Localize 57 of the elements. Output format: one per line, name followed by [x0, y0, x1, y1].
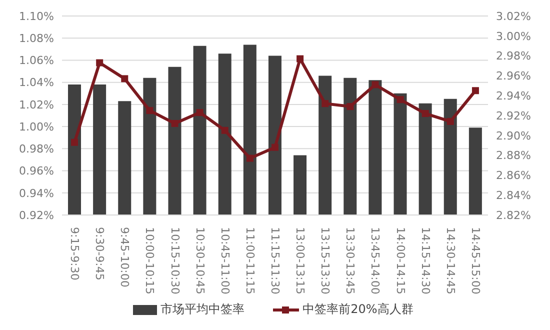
point	[472, 87, 479, 94]
x-tick-label: 10:45-11:00	[218, 227, 232, 294]
x-tick-label: 9:45-10:00	[118, 227, 132, 288]
point	[146, 107, 154, 114]
y-tick-label: 1.06%	[19, 54, 54, 68]
x-tick-label: 13:30-13:45	[344, 227, 357, 294]
y-tick-label: 0.98%	[19, 142, 54, 156]
x-tick-label: 13:45-14:00	[368, 227, 382, 294]
x-tick-label: 13:15-13:30	[318, 227, 332, 294]
y2-tick-label: 3.00%	[496, 30, 531, 43]
y-tick-label: 1.02%	[19, 98, 54, 112]
y-tick-label: 1.10%	[19, 10, 54, 23]
y2-tick-label: 2.92%	[496, 109, 531, 122]
point	[196, 109, 204, 116]
point	[171, 120, 178, 127]
point	[71, 138, 78, 146]
y2-tick-label: 2.82%	[496, 208, 531, 222]
y-tick-label: 0.92%	[19, 208, 54, 222]
point	[272, 144, 278, 151]
x-tick-label: 14:15-14:30	[418, 227, 432, 294]
point	[446, 118, 454, 125]
y2-tick-label: 2.84%	[496, 189, 531, 202]
y2-tick-label: 2.90%	[496, 129, 531, 142]
x-tick-label: 14:45-15:00	[468, 227, 482, 294]
y-tick-label: 1.04%	[19, 76, 54, 90]
point	[422, 110, 429, 118]
point	[346, 103, 354, 110]
point	[121, 75, 128, 82]
x-tick-label: 9:15-9:30	[68, 227, 82, 280]
y-tick-label: 1.08%	[19, 32, 54, 46]
legend-label: 中签率前20%高人群	[302, 301, 414, 318]
y2-tick-label: 2.94%	[496, 90, 531, 103]
point	[246, 154, 254, 162]
y2-tick-label: 2.96%	[496, 70, 531, 83]
y2-tick-label: 2.88%	[496, 149, 531, 162]
x-tick-label: 10:00-10:15	[143, 227, 156, 294]
legend-label: 市场平均中签率	[160, 301, 245, 318]
x-tick-label: 10:30-10:45	[193, 227, 206, 294]
point	[322, 100, 329, 108]
x-tick-label: 10:15-10:30	[168, 227, 182, 294]
y-tick-label: 0.94%	[19, 186, 54, 200]
x-tick-label: 14:00-14:15	[394, 227, 407, 294]
y2-tick-label: 3.02%	[496, 10, 531, 23]
x-tick-label: 14:30-14:45	[444, 227, 457, 294]
y-tick-label: 1.00%	[19, 120, 54, 134]
x-tick-label: 11:15-11:30	[268, 227, 282, 294]
x-tick-label: 13:00-13:15	[294, 227, 307, 294]
x-tick-label: 11:00-11:15	[243, 227, 256, 294]
point	[396, 96, 404, 104]
point	[296, 55, 304, 62]
y-tick-label: 0.96%	[19, 164, 54, 178]
y2-tick-label: 2.98%	[496, 50, 531, 63]
x-tick-label: 9:30-9:45	[93, 227, 106, 280]
point	[96, 59, 104, 66]
point	[221, 126, 228, 134]
point	[372, 81, 379, 88]
y2-tick-label: 2.86%	[496, 169, 531, 182]
